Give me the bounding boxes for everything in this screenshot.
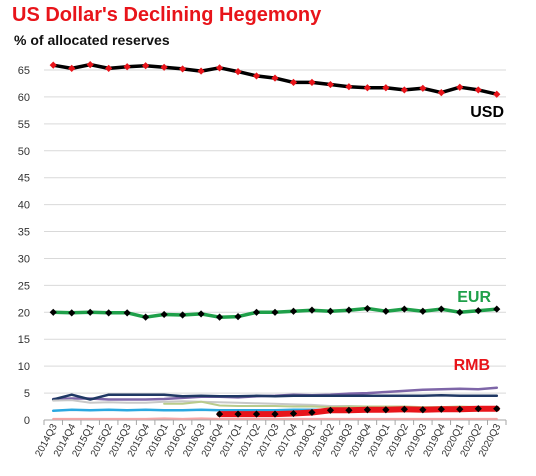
eur-label: EUR xyxy=(457,289,491,306)
eur-point xyxy=(400,305,408,313)
rmb-point xyxy=(419,406,427,414)
rmb-point xyxy=(456,405,464,413)
usd-point xyxy=(400,86,408,94)
rmb-label: RMB xyxy=(454,357,490,374)
rmb-point xyxy=(400,405,408,413)
usd-point xyxy=(86,61,94,69)
eur-point xyxy=(326,307,335,315)
y-tick-label: 5 xyxy=(24,388,30,400)
usd-point xyxy=(456,83,464,91)
y-tick-labels: 0 5 10 15 20 25 30 35 40 45 50 55 60 65 xyxy=(18,65,30,427)
rmb-point xyxy=(363,406,371,414)
eur-point xyxy=(105,309,113,317)
eur-point xyxy=(345,306,353,314)
series-labels: USD EUR RMB xyxy=(454,104,504,374)
usd-label: USD xyxy=(470,104,504,121)
usd-point xyxy=(215,64,224,72)
usd-point xyxy=(382,84,390,92)
eur-point xyxy=(271,308,279,316)
eur-point xyxy=(363,304,371,313)
y-tick-label: 10 xyxy=(18,361,30,373)
eur-point xyxy=(474,307,482,315)
eur-point xyxy=(234,313,242,321)
usd-point xyxy=(437,89,445,97)
eur-point xyxy=(160,310,168,319)
eur-point xyxy=(493,305,501,313)
y-tick-label: 25 xyxy=(18,280,30,292)
chart-title: US Dollar's Declining Hegemony xyxy=(12,4,322,26)
usd-point xyxy=(308,78,316,86)
usd-point xyxy=(474,86,482,94)
usd-point xyxy=(49,61,57,69)
y-tick-label: 45 xyxy=(18,173,30,185)
usd-point xyxy=(252,72,261,80)
x-tick-labels: 2014Q32014Q42015Q12015Q22015Q32015Q42016… xyxy=(33,422,503,459)
usd-point xyxy=(289,78,298,86)
rmb-point xyxy=(437,405,445,413)
y-tick-label: 40 xyxy=(18,200,30,212)
eur-point xyxy=(289,307,298,315)
eur-point xyxy=(215,313,224,321)
y-tick-label: 50 xyxy=(18,146,30,158)
y-tick-label: 60 xyxy=(18,92,30,104)
rmb-line xyxy=(216,405,500,418)
usd-point xyxy=(326,80,335,89)
usd-point xyxy=(363,84,371,92)
series-4-line xyxy=(51,393,499,401)
eur-point xyxy=(419,307,427,315)
usd-point xyxy=(271,74,279,82)
y-tick-label: 30 xyxy=(18,253,30,265)
eur-point xyxy=(308,306,316,314)
rmb-point xyxy=(252,410,261,418)
eur-point xyxy=(197,310,205,318)
rmb-point xyxy=(215,410,224,418)
rmb-point xyxy=(474,405,482,413)
series-8-line xyxy=(52,417,498,420)
rmb-point xyxy=(493,405,501,413)
rmb-point xyxy=(326,406,335,414)
eur-point xyxy=(49,308,57,316)
rmb-point xyxy=(234,410,242,418)
usd-point xyxy=(493,90,501,98)
usd-point xyxy=(197,67,205,75)
y-tick-label: 65 xyxy=(18,65,30,77)
rmb-point xyxy=(289,409,298,418)
y-tick-label: 55 xyxy=(18,119,30,131)
usd-point xyxy=(179,65,187,73)
usd-point xyxy=(160,63,168,71)
eur-point xyxy=(86,308,94,316)
eur-point xyxy=(437,305,445,313)
eur-point xyxy=(179,311,187,319)
y-tick-label: 15 xyxy=(18,334,30,346)
eur-point xyxy=(252,308,261,316)
usd-point xyxy=(68,64,76,72)
usd-point xyxy=(105,64,113,72)
chart-subtitle: % of allocated reserves xyxy=(14,32,170,48)
usd-point xyxy=(345,83,353,91)
rmb-point xyxy=(382,406,390,414)
eur-point xyxy=(382,307,390,315)
series-markers xyxy=(49,61,501,418)
y-tick-label: 35 xyxy=(18,227,30,239)
usd-point xyxy=(234,68,242,76)
rmb-point xyxy=(271,410,279,418)
eur-point xyxy=(123,309,131,317)
eur-point xyxy=(68,309,76,317)
grid-lines xyxy=(44,69,506,394)
eur-point xyxy=(142,313,150,321)
rmb-point xyxy=(345,406,353,414)
usd-point xyxy=(123,63,131,71)
axes xyxy=(43,419,507,425)
y-tick-label: 20 xyxy=(18,307,30,319)
y-tick-label: 0 xyxy=(24,415,30,427)
usd-point xyxy=(142,62,150,70)
rmb-point xyxy=(308,408,316,417)
usd-point xyxy=(419,84,427,92)
eur-point xyxy=(456,308,464,316)
